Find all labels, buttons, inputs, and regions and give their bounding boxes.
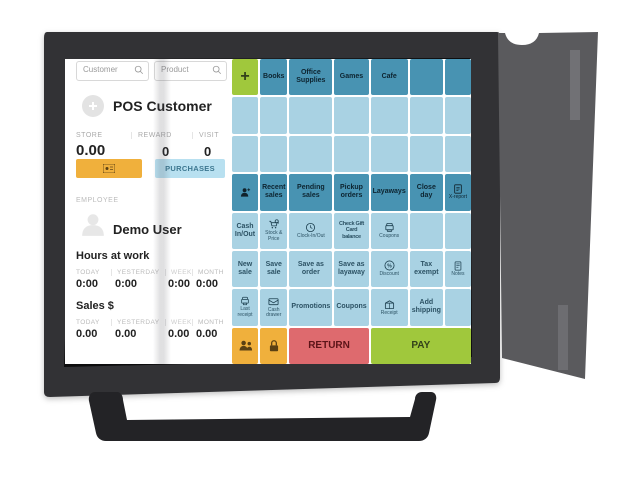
svg-text:%: %: [387, 264, 392, 270]
